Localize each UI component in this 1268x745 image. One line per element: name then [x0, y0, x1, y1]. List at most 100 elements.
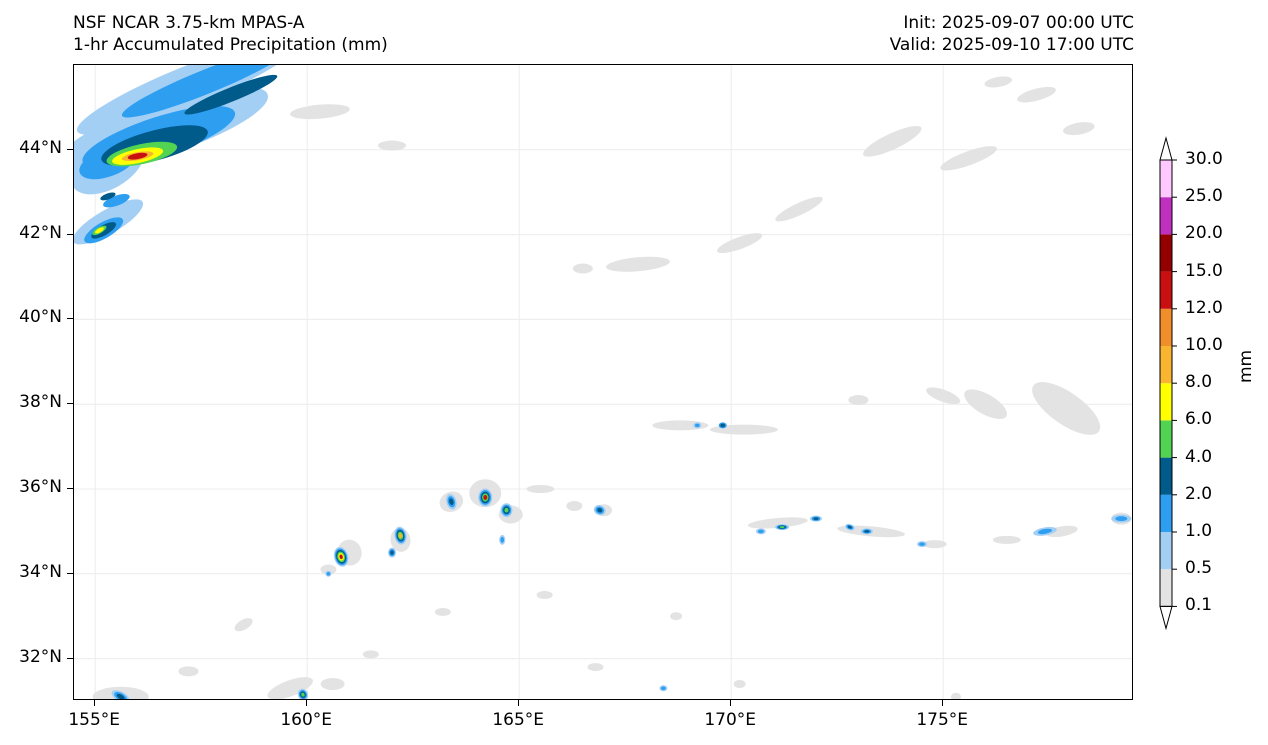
cb-level-1: 0.5: [1185, 558, 1213, 579]
lat-tick: [67, 488, 73, 489]
lon-tick: [730, 700, 732, 706]
precip-drizzle: [709, 424, 778, 435]
cb-level-11: 25.0: [1185, 186, 1223, 207]
lat-label-40: 40°N: [19, 307, 62, 328]
lon-tick: [306, 700, 308, 706]
precip-cell: [660, 686, 666, 691]
lon-tick: [94, 700, 96, 706]
lat-tick: [67, 233, 73, 235]
precip-drizzle: [267, 677, 313, 699]
precip-drizzle: [320, 564, 337, 575]
colorbar-segment: [1160, 197, 1172, 235]
precip-cell: [720, 423, 726, 428]
cb-level-8: 12.0: [1185, 297, 1223, 318]
colorbar-segment: [1160, 494, 1172, 532]
colorbar-segment: [1160, 160, 1172, 198]
lon-label-165: 165°E: [492, 710, 545, 730]
precip-drizzle: [1032, 382, 1101, 435]
precip-drizzle: [950, 692, 961, 699]
precip-drizzle: [670, 612, 683, 621]
precip-drizzle: [320, 678, 345, 691]
precip-cell: [339, 554, 343, 560]
colorbar-segment: [1160, 234, 1172, 272]
precip-drizzle: [775, 196, 823, 222]
lat-label-42: 42°N: [19, 222, 62, 243]
lat-tick: [67, 572, 73, 574]
precip-cell: [847, 525, 852, 529]
precip-field: [74, 65, 1132, 699]
precip-cell: [449, 498, 454, 506]
colorbar-unit: mm: [1236, 349, 1256, 383]
precip-cell: [398, 533, 403, 539]
precip-cell: [390, 550, 394, 555]
precip-cell: [779, 526, 785, 529]
precip-frontal-band: [121, 65, 290, 118]
lon-label-155: 155°E: [68, 710, 121, 730]
precip-drizzle: [587, 663, 604, 672]
lat-tick: [67, 148, 73, 150]
colorbar-extend-max: [1159, 136, 1173, 161]
precip-drizzle: [536, 591, 553, 599]
precip-cell: [864, 530, 870, 533]
cb-level-2: 1.0: [1185, 521, 1213, 541]
colorbar-segment: [1160, 420, 1172, 458]
model-title: NSF NCAR 3.75-km MPAS-A: [73, 13, 305, 33]
precip-drizzle: [1063, 122, 1095, 136]
precip-drizzle: [984, 76, 1013, 88]
cb-level-10: 20.0: [1185, 223, 1223, 244]
precip-drizzle: [747, 517, 808, 529]
precip-cell: [326, 572, 331, 576]
precip-cell: [301, 692, 305, 697]
colorbar-segment: [1160, 457, 1172, 495]
precip-cell: [1037, 528, 1053, 535]
colorbar: [1159, 136, 1177, 630]
precip-cell: [500, 536, 505, 543]
precip-drizzle: [926, 387, 961, 405]
cb-level-3: 2.0: [1185, 483, 1213, 504]
cb-level-5: 6.0: [1185, 409, 1213, 430]
lat-tick: [67, 657, 73, 659]
precip-map: [74, 65, 1132, 699]
precip-drizzle: [922, 540, 947, 549]
precip-cell: [504, 507, 509, 513]
precip-cell: [694, 423, 700, 428]
lon-label-175: 175°E: [916, 710, 969, 730]
cb-level-0: 0.1: [1185, 595, 1213, 616]
valid-time: Valid: 2025-09-10 17:00 UTC: [889, 35, 1134, 55]
precip-drizzle: [1017, 86, 1056, 103]
cb-level-7: 10.0: [1185, 335, 1223, 355]
lat-label-34: 34°N: [19, 561, 62, 582]
precip-drizzle: [652, 420, 709, 431]
precip-drizzle: [572, 263, 593, 274]
precip-cell: [757, 529, 764, 534]
colorbar-segment: [1160, 383, 1172, 421]
precip-drizzle: [290, 104, 350, 120]
header-right: Init: 2025-09-07 00:00 UTC Valid: 2025-0…: [890, 12, 1134, 56]
precip-drizzle: [848, 394, 869, 405]
cb-level-12: 30.0: [1185, 149, 1223, 169]
header-left: NSF NCAR 3.75-km MPAS-A 1-hr Accumulated…: [73, 12, 388, 56]
precip-frontal-band: [184, 74, 278, 115]
lon-tick: [942, 700, 944, 706]
precip-frontal-band: [127, 152, 148, 160]
precip-drizzle: [362, 650, 379, 659]
precip-drizzle: [378, 140, 406, 151]
lat-tick: [67, 318, 73, 320]
lon-label-160: 160°E: [280, 710, 333, 730]
map-panel: [73, 64, 1133, 700]
precip-cell: [483, 495, 488, 500]
precip-drizzle: [606, 256, 670, 272]
precip-drizzle: [992, 535, 1021, 544]
field-title: 1-hr Accumulated Precipitation (mm): [73, 35, 388, 55]
precip-drizzle: [964, 389, 1007, 419]
colorbar-extend-min: [1159, 605, 1173, 630]
precip-cell: [597, 508, 603, 513]
precip-cell: [1115, 516, 1128, 522]
cb-level-4: 4.0: [1185, 446, 1213, 467]
precip-cell: [813, 517, 819, 520]
cb-level-6: 8.0: [1185, 372, 1213, 393]
lat-label-36: 36°N: [19, 477, 62, 497]
precip-drizzle: [178, 666, 199, 677]
lat-label-44: 44°N: [19, 137, 62, 158]
colorbar-segment: [1160, 569, 1172, 607]
